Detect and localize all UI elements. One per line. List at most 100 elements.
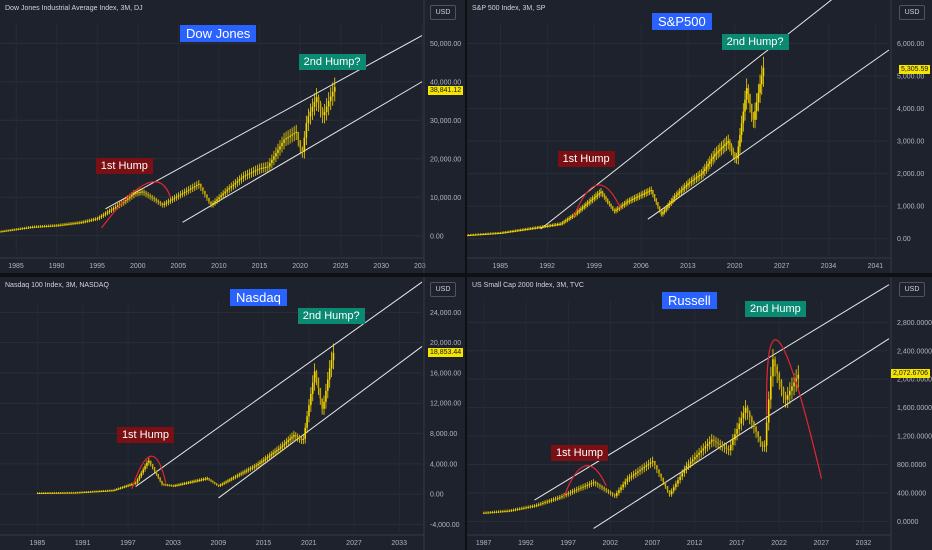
candle-body bbox=[299, 140, 302, 149]
candle-body bbox=[538, 227, 540, 229]
candle-body bbox=[291, 134, 293, 136]
first-hump-label: 1st Hump bbox=[550, 444, 609, 461]
currency-button[interactable]: USD bbox=[430, 5, 456, 20]
candle-body bbox=[588, 201, 591, 203]
candle-body bbox=[193, 481, 195, 483]
candle-body bbox=[258, 168, 261, 170]
candle-body bbox=[323, 401, 325, 409]
candle-body bbox=[685, 185, 688, 187]
candle-body bbox=[485, 512, 487, 514]
candle-body bbox=[140, 472, 143, 477]
candle-body bbox=[85, 491, 88, 493]
candle-body bbox=[143, 191, 145, 193]
candle-body bbox=[234, 182, 237, 185]
candle-body bbox=[214, 201, 216, 204]
candle-body bbox=[62, 224, 64, 226]
hump-arc bbox=[563, 465, 607, 497]
candle-body bbox=[59, 492, 62, 494]
candle-body bbox=[703, 168, 706, 172]
candle-body bbox=[772, 359, 774, 377]
candle-body bbox=[206, 194, 208, 198]
candle-body bbox=[110, 490, 112, 492]
candle-body bbox=[541, 226, 544, 228]
last-price-tag: 2,072.6706 bbox=[891, 369, 931, 378]
candle-body bbox=[308, 405, 310, 417]
candle-body bbox=[332, 352, 335, 361]
candle-body bbox=[737, 146, 740, 159]
candle-body bbox=[514, 509, 517, 511]
x-tick-label: 2012 bbox=[687, 540, 703, 547]
candle-body bbox=[80, 222, 82, 224]
candle-body bbox=[580, 487, 582, 489]
currency-button[interactable]: USD bbox=[430, 282, 456, 297]
candle-body bbox=[650, 189, 653, 191]
candle-body bbox=[92, 219, 95, 221]
candle-body bbox=[83, 492, 86, 494]
candle-body bbox=[514, 230, 517, 232]
candle-body bbox=[611, 206, 614, 209]
candle-body bbox=[325, 390, 327, 402]
candle-body bbox=[656, 465, 658, 470]
candle-body bbox=[565, 494, 567, 496]
candle-body bbox=[763, 445, 766, 447]
candle-body bbox=[264, 458, 267, 460]
candle-body bbox=[531, 228, 534, 230]
candle-body bbox=[740, 418, 743, 424]
candle-body bbox=[127, 198, 129, 200]
candle-body bbox=[97, 491, 99, 493]
candle-body bbox=[599, 484, 601, 487]
candle-body bbox=[631, 198, 634, 200]
x-tick-label: 1990 bbox=[49, 263, 65, 270]
candle-body bbox=[727, 448, 730, 451]
candle-body bbox=[5, 230, 7, 232]
currency-button[interactable]: USD bbox=[899, 282, 925, 297]
candle-body bbox=[685, 465, 688, 470]
candle-body bbox=[489, 512, 492, 514]
candle-body bbox=[616, 492, 618, 496]
candle-body bbox=[64, 224, 66, 226]
candle-body bbox=[327, 101, 330, 107]
candle-body bbox=[486, 233, 488, 235]
candle-body bbox=[70, 492, 73, 494]
candle-body bbox=[744, 407, 747, 413]
candle-body bbox=[168, 485, 171, 487]
candle-body bbox=[707, 163, 709, 167]
candle-body bbox=[232, 477, 235, 479]
candle-body bbox=[67, 492, 69, 494]
candle-body bbox=[259, 462, 261, 464]
candle-body bbox=[309, 111, 312, 117]
candle-body bbox=[238, 179, 241, 182]
candle-body bbox=[31, 226, 34, 228]
candle-body bbox=[7, 230, 9, 232]
candle-body bbox=[598, 192, 601, 195]
candle-body bbox=[51, 225, 54, 227]
candle-body bbox=[596, 194, 599, 196]
candle-body bbox=[72, 492, 75, 494]
candle-body bbox=[114, 489, 116, 491]
candle-body bbox=[774, 359, 776, 367]
candle-body bbox=[620, 206, 622, 208]
x-tick-label: 2003 bbox=[165, 540, 181, 547]
candle-body bbox=[74, 223, 76, 225]
candle-body bbox=[321, 398, 323, 409]
candle-body bbox=[223, 482, 225, 484]
candle-body bbox=[217, 484, 220, 486]
candle-body bbox=[310, 393, 312, 406]
y-tick-label: 1,600.0000 bbox=[897, 405, 932, 412]
x-tick-label: 2027 bbox=[774, 263, 790, 270]
candle-body bbox=[734, 434, 736, 440]
candle-body bbox=[561, 496, 563, 498]
candle-body bbox=[688, 182, 691, 184]
candle-body bbox=[672, 198, 674, 201]
x-tick-label: 203 bbox=[414, 263, 426, 270]
candle-body bbox=[603, 487, 605, 489]
candle-body bbox=[208, 197, 210, 202]
candle-body bbox=[281, 142, 283, 147]
currency-button[interactable]: USD bbox=[899, 5, 925, 20]
candle-body bbox=[508, 510, 510, 512]
candle-body bbox=[236, 475, 239, 477]
x-tick-label: 1991 bbox=[75, 540, 91, 547]
candle-body bbox=[740, 123, 743, 135]
candle-body bbox=[786, 395, 789, 400]
chart-svg: 6,000.00 5,000.00 4,000.00 3,000.00 2,000.00… bbox=[467, 0, 924, 273]
